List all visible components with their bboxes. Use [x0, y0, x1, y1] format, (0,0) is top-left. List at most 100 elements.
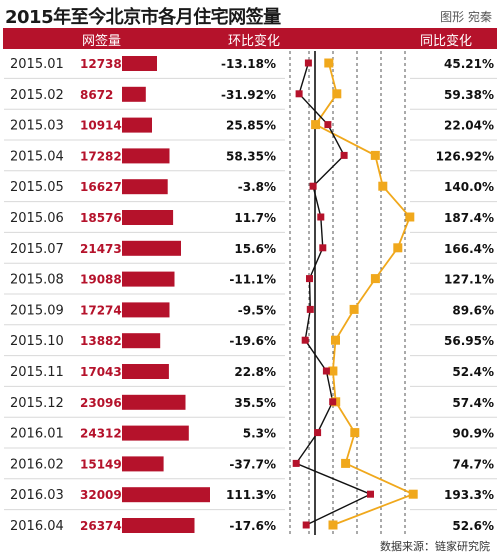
month-label: 2015.06: [10, 211, 64, 226]
yoy-marker: [341, 458, 351, 468]
yoy-marker: [378, 181, 388, 191]
volume-label: 23096: [80, 396, 122, 410]
volume-label: 24312: [80, 427, 122, 441]
volume-label: 32009: [80, 488, 122, 502]
yoy-marker: [324, 58, 334, 68]
mom-label: 35.5%: [234, 396, 276, 410]
volume-bar: [122, 210, 174, 225]
yoy-label: 52.6%: [452, 519, 494, 533]
month-label: 2015.10: [10, 334, 64, 349]
yoy-marker: [311, 120, 321, 130]
yoy-marker: [331, 335, 340, 345]
month-label: 2015.04: [10, 149, 64, 164]
mom-marker: [306, 275, 313, 283]
month-label: 2015.03: [10, 119, 64, 134]
month-label: 2016.04: [10, 519, 64, 534]
volume-bar: [122, 179, 168, 195]
volume-bar: [122, 148, 170, 164]
volume-label: 17282: [80, 149, 122, 163]
volume-label: 26374: [80, 519, 122, 533]
yoy-label: 166.4%: [444, 242, 494, 256]
mom-label: -9.5%: [238, 303, 276, 317]
mom-marker: [314, 429, 322, 437]
yoy-marker: [328, 520, 338, 530]
volume-bar: [122, 240, 181, 256]
mom-marker: [301, 336, 309, 344]
header-bar: [3, 28, 497, 49]
volume-bar: [122, 302, 170, 318]
yoy-marker: [370, 274, 380, 284]
month-label: 2015.09: [10, 303, 64, 318]
mom-marker: [304, 59, 312, 67]
volume-bar: [122, 117, 152, 133]
yoy-label: 74.7%: [452, 457, 494, 471]
volume-bar: [122, 518, 195, 533]
volume-label: 13882: [80, 334, 122, 348]
mom-label: 15.6%: [234, 242, 276, 256]
volume-bar: [122, 394, 186, 410]
yoy-label: 52.4%: [452, 365, 494, 379]
volume-bar: [122, 333, 161, 349]
mom-marker: [295, 90, 303, 98]
volume-label: 19088: [80, 273, 122, 287]
yoy-marker: [393, 243, 403, 253]
yoy-label: 193.3%: [444, 488, 494, 502]
chart-source: 数据来源：链家研究院: [380, 540, 490, 553]
month-label: 2015.05: [10, 180, 64, 195]
header-yoy: 同比变化: [420, 34, 473, 49]
header-mom: 环比变化: [228, 34, 281, 49]
volume-bar: [122, 364, 169, 379]
volume-label: 18576: [80, 211, 122, 225]
mom-label: -17.6%: [229, 519, 276, 533]
volume-label: 10914: [80, 119, 122, 133]
yoy-marker: [350, 428, 360, 438]
mom-label: -37.7%: [229, 457, 276, 471]
mom-marker: [367, 490, 374, 498]
mom-label: 5.3%: [243, 427, 276, 441]
mom-marker: [302, 521, 310, 529]
chart-title: 2015年至今北京市各月住宅网签量: [5, 7, 281, 28]
month-label: 2015.07: [10, 242, 64, 257]
header-volume: 网签量: [82, 34, 122, 49]
month-label: 2016.03: [10, 488, 64, 503]
mom-label: -11.1%: [229, 273, 276, 287]
volume-bar: [122, 86, 146, 102]
yoy-label: 59.38%: [444, 88, 494, 102]
yoy-label: 89.6%: [452, 303, 494, 317]
mom-marker: [317, 213, 325, 221]
mom-marker: [340, 151, 348, 159]
yoy-label: 22.04%: [444, 119, 494, 133]
yoy-marker: [328, 366, 338, 376]
yoy-marker: [332, 89, 342, 99]
volume-label: 17043: [80, 365, 122, 379]
month-label: 2015.11: [10, 365, 64, 380]
mom-marker: [322, 367, 330, 375]
yoy-label: 57.4%: [452, 396, 494, 410]
yoy-label: 56.95%: [444, 334, 494, 348]
mom-marker: [292, 459, 300, 467]
volume-label: 15149: [80, 457, 122, 471]
volume-bar: [122, 56, 157, 71]
yoy-line: [314, 62, 416, 526]
yoy-label: 187.4%: [444, 211, 494, 225]
yoy-marker: [405, 212, 415, 222]
mom-label: -31.92%: [221, 88, 276, 102]
month-label: 2015.08: [10, 273, 64, 288]
month-label: 2016.02: [10, 457, 64, 472]
mom-label: 22.8%: [234, 365, 276, 379]
mom-label: -3.8%: [238, 180, 276, 194]
volume-bar: [122, 425, 189, 441]
mom-line: [295, 62, 373, 526]
mom-label: 11.7%: [234, 211, 276, 225]
volume-bar: [122, 487, 210, 503]
mom-marker: [319, 244, 327, 252]
yoy-label: 126.92%: [436, 149, 494, 163]
month-label: 2015.02: [10, 88, 64, 103]
mom-label: -13.18%: [221, 57, 276, 71]
yoy-label: 140.0%: [444, 180, 494, 194]
volume-label: 12738: [80, 57, 122, 71]
yoy-marker: [408, 489, 418, 499]
volume-label: 16627: [80, 180, 122, 194]
volume-label: 21473: [80, 242, 122, 256]
